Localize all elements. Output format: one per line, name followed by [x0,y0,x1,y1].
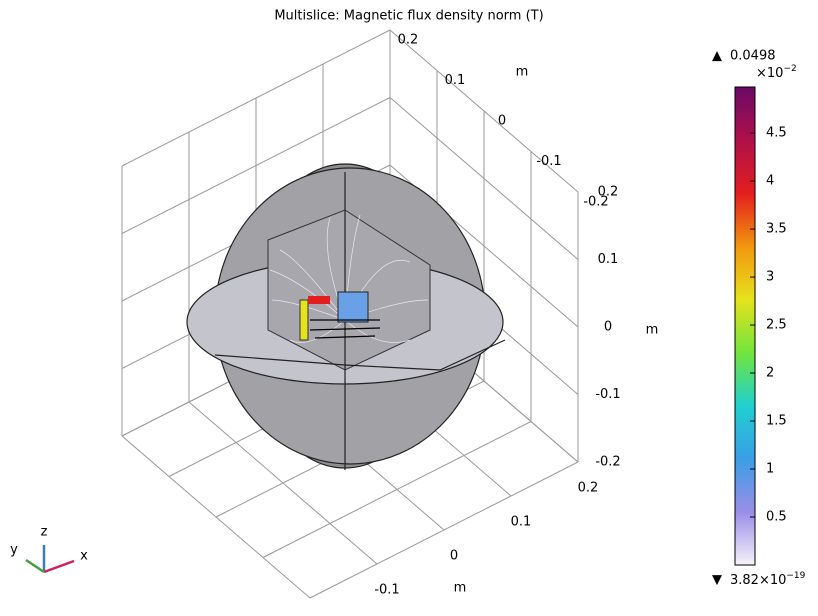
colorbar-tick-label: 0.5 [766,510,787,525]
colorbar-tick-label: 2.5 [766,318,787,333]
coil [308,296,330,304]
z-axis-label: m [646,323,659,338]
y-tick-label: -0.2 [583,195,608,210]
colorbar-tick-label: 1.5 [766,414,787,429]
triad-y-label: y [10,543,18,558]
multiplier: ×10 [756,66,783,81]
grid-line [121,97,391,234]
x-tick-label: -0.1 [374,583,399,598]
min-exponent: −19 [786,571,805,581]
core [337,291,369,323]
grid-line [389,97,579,260]
slice-edge [214,339,506,371]
grid-line [121,29,391,167]
colorbar-min: 3.82×10−19 [730,571,806,588]
triad-y [25,558,45,574]
y-axis-label: m [516,65,529,80]
z-tick-label: -0.2 [595,455,620,470]
chart-title: Multislice: Magnetic flux density norm (… [274,9,543,24]
y-tick-label: 0.1 [445,73,466,88]
y-tick-label: -0.1 [536,154,561,169]
wires [309,319,381,339]
colorbar [734,86,756,566]
min-marker: ▼ [712,573,722,588]
grid-line [309,461,579,599]
z-tick-label: -0.1 [595,387,620,402]
y-tick-label: 0.2 [398,33,419,48]
x-tick-label: 0.2 [578,481,599,496]
triad-x [43,559,75,574]
x-tick-label: 0.1 [511,515,532,530]
x-tick-label: 0 [450,549,458,564]
colorbar-tick-label: 4.5 [766,126,787,141]
min-label: 3.82×10 [730,573,786,588]
y-tick-label: 0 [498,114,506,129]
colorbar-max: 0.0498 [730,49,776,64]
colorbar-tick-label: 4 [766,174,774,189]
colorbar-tick-label: 3 [766,270,774,285]
colorbar-tick-label: 3.5 [766,222,787,237]
multiplier-exponent: −2 [783,64,796,74]
axis-triad: z x y [10,525,88,574]
triad-z-label: z [41,525,48,540]
z-tick-label: 0 [604,320,612,335]
coil [299,299,309,341]
grid-line [389,29,579,193]
colorbar-multiplier: ×10−2 [756,64,797,81]
x-axis-label: m [454,581,467,596]
slices [186,163,506,470]
z-tick-label: 0.1 [598,252,619,267]
triad-x-label: x [80,549,88,564]
colorbar-tick-label: 2 [766,366,774,381]
max-marker: ▲ [712,49,722,64]
z-tick-label: 0.2 [598,185,619,200]
grid-line [262,421,532,558]
colorbar-tick-label: 1 [766,462,774,477]
